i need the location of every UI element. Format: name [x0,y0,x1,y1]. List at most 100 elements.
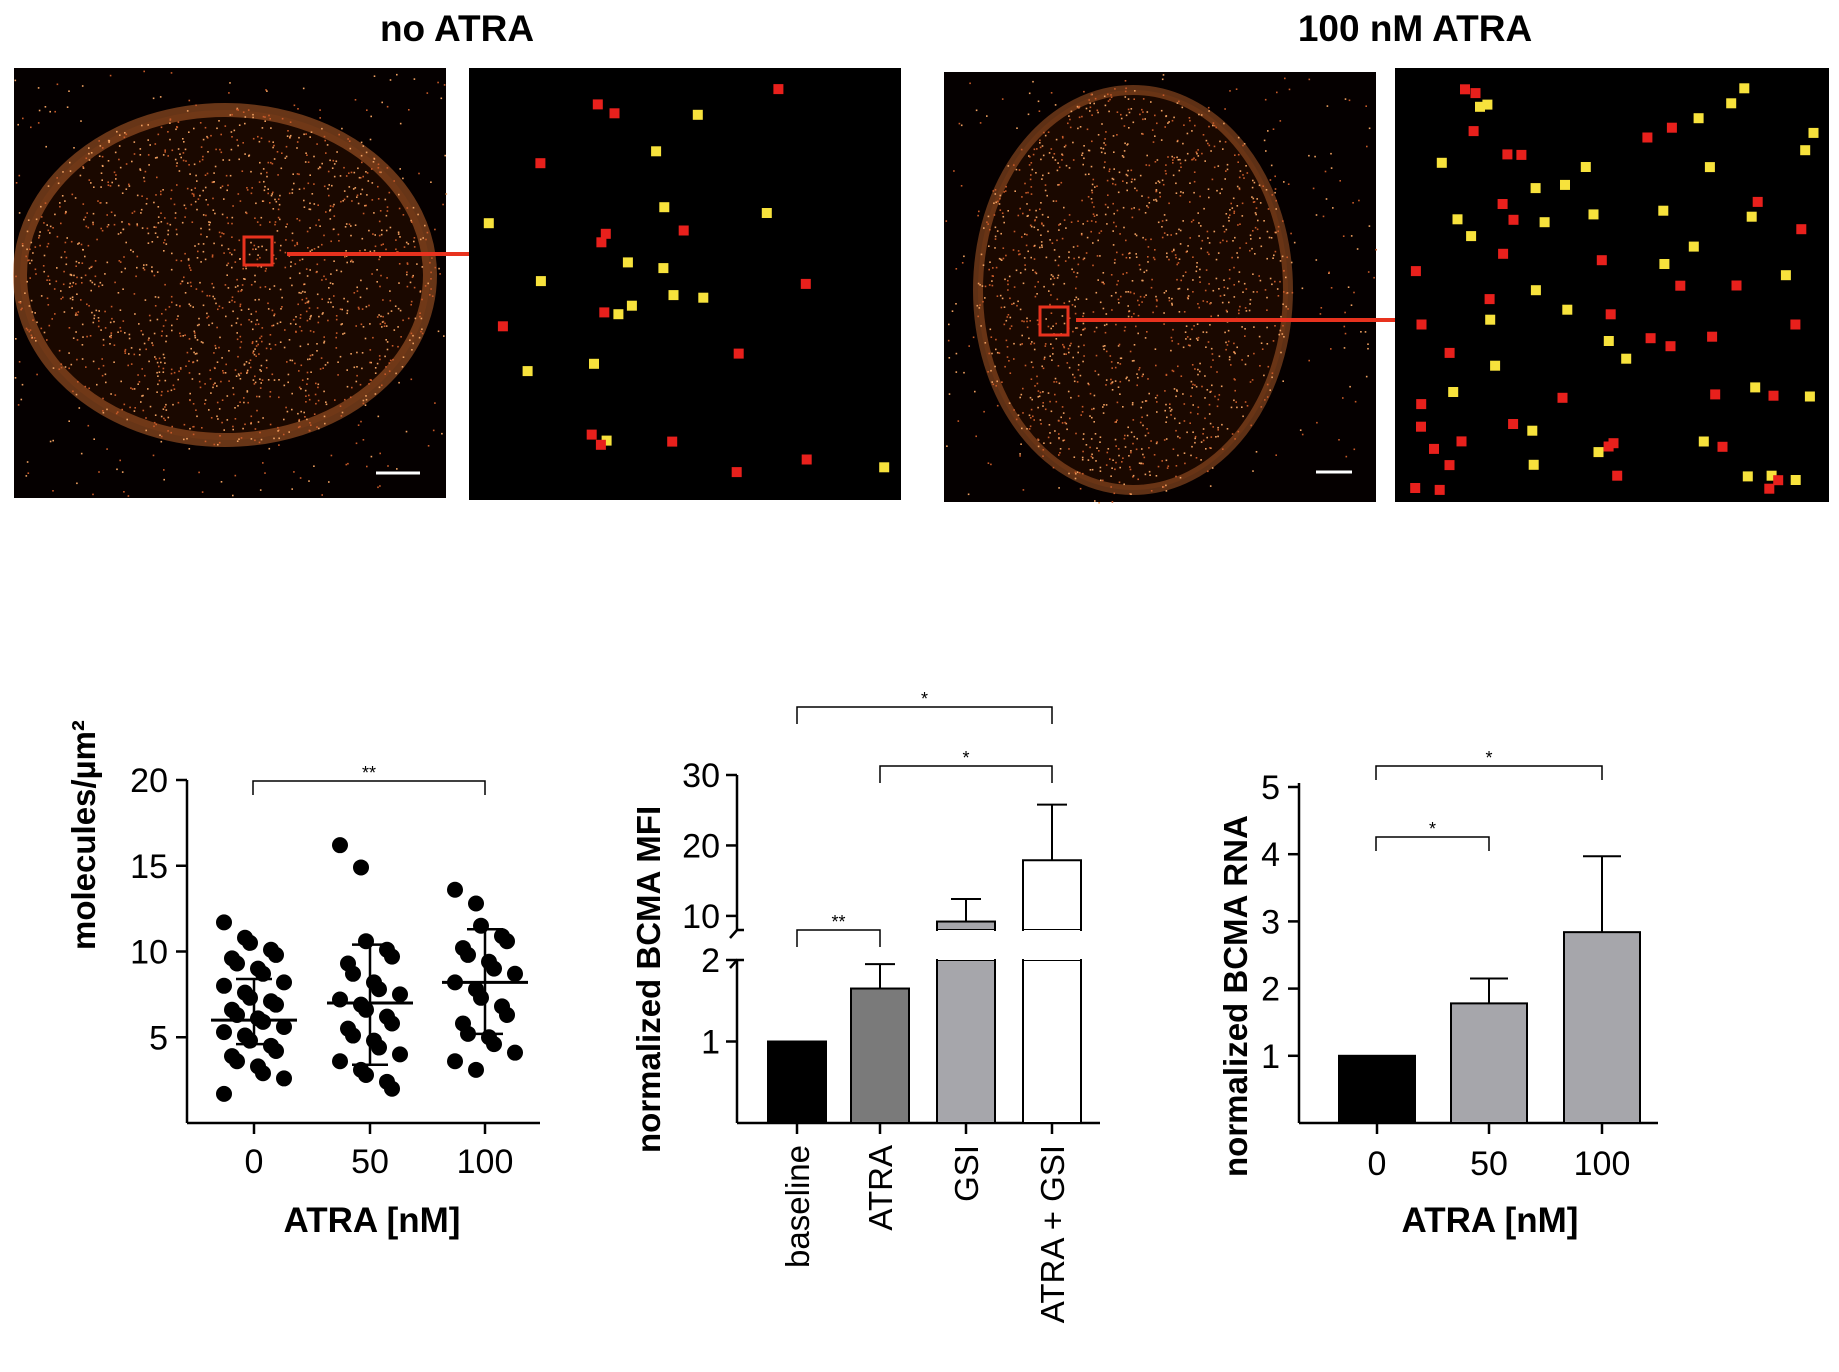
molecule-spot [1790,319,1801,330]
localization-dot [1251,186,1254,189]
localization-dot [239,346,242,349]
localization-dot [155,358,157,360]
localization-dot [1225,341,1227,344]
localization-dot [184,334,186,336]
localization-dot [1226,344,1229,346]
localization-dot [1068,214,1071,216]
localization-dot [312,331,315,333]
title-no-atra: no ATRA [379,8,535,49]
localization-dot [1192,256,1194,258]
localization-dot [267,192,269,195]
localization-dot [1166,252,1168,255]
localization-dot [204,258,207,261]
localization-dot [1281,255,1284,258]
localization-dot [1121,461,1123,463]
localization-dot [1112,135,1115,137]
localization-dot [1078,106,1080,109]
localization-dot [1015,168,1018,171]
localization-dot [1042,455,1044,457]
localization-dot [64,212,67,215]
localization-dot [383,325,386,327]
localization-dot [109,335,111,338]
localization-dot [196,359,199,362]
localization-dot [135,275,137,278]
localization-dot [974,390,976,393]
localization-dot [141,195,143,197]
localization-dot [1187,297,1189,300]
localization-dot [444,154,446,157]
molecule-spot [595,439,606,450]
localization-dot [1103,324,1106,327]
zoom-roi-right [1038,305,1070,337]
molecule-spot [1497,199,1508,209]
localization-dot [1224,331,1226,334]
localization-dot [369,361,371,364]
localization-dot [1133,344,1136,346]
localization-dot [38,109,41,112]
localization-dot [1330,348,1332,350]
localization-dot [1096,214,1098,216]
localization-dot [254,381,257,384]
localization-dot [113,361,115,363]
localization-dot [1130,169,1133,172]
c1-data-point [276,1070,292,1087]
localization-dot [1075,327,1077,329]
localization-dot [1043,285,1045,288]
localization-dot [269,423,272,426]
localization-dot [1144,473,1147,476]
localization-dot [182,138,184,140]
localization-dot [259,387,262,389]
localization-dot [1037,100,1040,103]
localization-dot [153,332,156,335]
localization-dot [416,263,418,265]
localization-dot [1003,323,1006,326]
localization-dot [1183,311,1186,313]
localization-dot [1053,381,1055,383]
localization-dot [62,171,64,173]
localization-dot [338,133,340,136]
localization-dot [163,250,165,252]
localization-dot [1187,245,1189,247]
localization-dot [1029,425,1032,428]
localization-dot [365,398,368,401]
molecule-spot [879,462,890,473]
localization-dot [147,339,150,341]
localization-dot [26,461,29,463]
localization-dot [409,281,412,284]
molecule-spot [1508,419,1519,429]
localization-dot [325,403,328,406]
localization-dot [335,332,338,334]
localization-dot [200,261,202,263]
c2-bar [850,987,910,1125]
c1-data-point [384,948,400,965]
c1-data-point [353,859,369,876]
localization-dot [1128,111,1131,114]
localization-dot [101,179,103,181]
localization-dot [110,336,112,339]
localization-dot [412,342,414,345]
localization-dot [309,354,312,357]
localization-dot [1123,150,1126,152]
localization-dot [1092,178,1095,181]
localization-dot [1350,235,1353,237]
localization-dot [231,136,233,138]
molecule-spot [1416,319,1427,330]
localization-dot [164,379,167,382]
localization-dot [95,309,98,312]
localization-dot [1122,206,1125,209]
localization-dot [179,367,182,369]
localization-dot [226,216,228,219]
localization-dot [200,341,203,343]
localization-dot [116,130,118,133]
localization-dot [120,380,122,383]
localization-dot [1260,245,1263,248]
localization-dot [1143,271,1146,273]
localization-dot [1253,352,1255,355]
localization-dot [40,216,43,218]
localization-dot [195,174,197,177]
localization-dot [1193,171,1196,173]
localization-dot [1205,139,1208,142]
localization-dot [1211,353,1214,355]
localization-dot [1205,269,1208,271]
localization-dot [1075,276,1078,278]
